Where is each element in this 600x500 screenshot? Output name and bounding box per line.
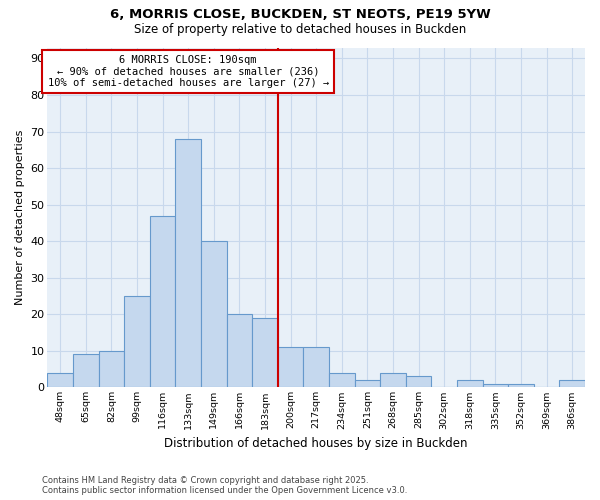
Bar (406, 376, 431, 388)
X-axis label: Distribution of detached houses by size in Buckden: Distribution of detached houses by size … (164, 437, 468, 450)
Text: Size of property relative to detached houses in Buckden: Size of property relative to detached ho… (134, 22, 466, 36)
Bar (150, 216, 175, 388)
Text: Contains HM Land Registry data © Crown copyright and database right 2025.
Contai: Contains HM Land Registry data © Crown c… (42, 476, 407, 495)
Bar (457, 380, 482, 388)
Y-axis label: Number of detached properties: Number of detached properties (15, 130, 25, 305)
Bar (98, 351, 124, 388)
Bar (304, 347, 329, 388)
Bar (227, 314, 252, 388)
Bar (329, 373, 355, 388)
Bar (278, 347, 304, 388)
Bar (355, 380, 380, 388)
Bar (175, 139, 201, 388)
Bar (380, 373, 406, 388)
Text: 6 MORRIS CLOSE: 190sqm
← 90% of detached houses are smaller (236)
10% of semi-de: 6 MORRIS CLOSE: 190sqm ← 90% of detached… (47, 55, 329, 88)
Bar (47, 373, 73, 388)
Bar (252, 318, 278, 388)
Bar (73, 354, 98, 388)
Bar (508, 384, 534, 388)
Bar (201, 241, 227, 388)
Text: 6, MORRIS CLOSE, BUCKDEN, ST NEOTS, PE19 5YW: 6, MORRIS CLOSE, BUCKDEN, ST NEOTS, PE19… (110, 8, 490, 20)
Bar (124, 296, 150, 388)
Bar (482, 384, 508, 388)
Bar (559, 380, 585, 388)
